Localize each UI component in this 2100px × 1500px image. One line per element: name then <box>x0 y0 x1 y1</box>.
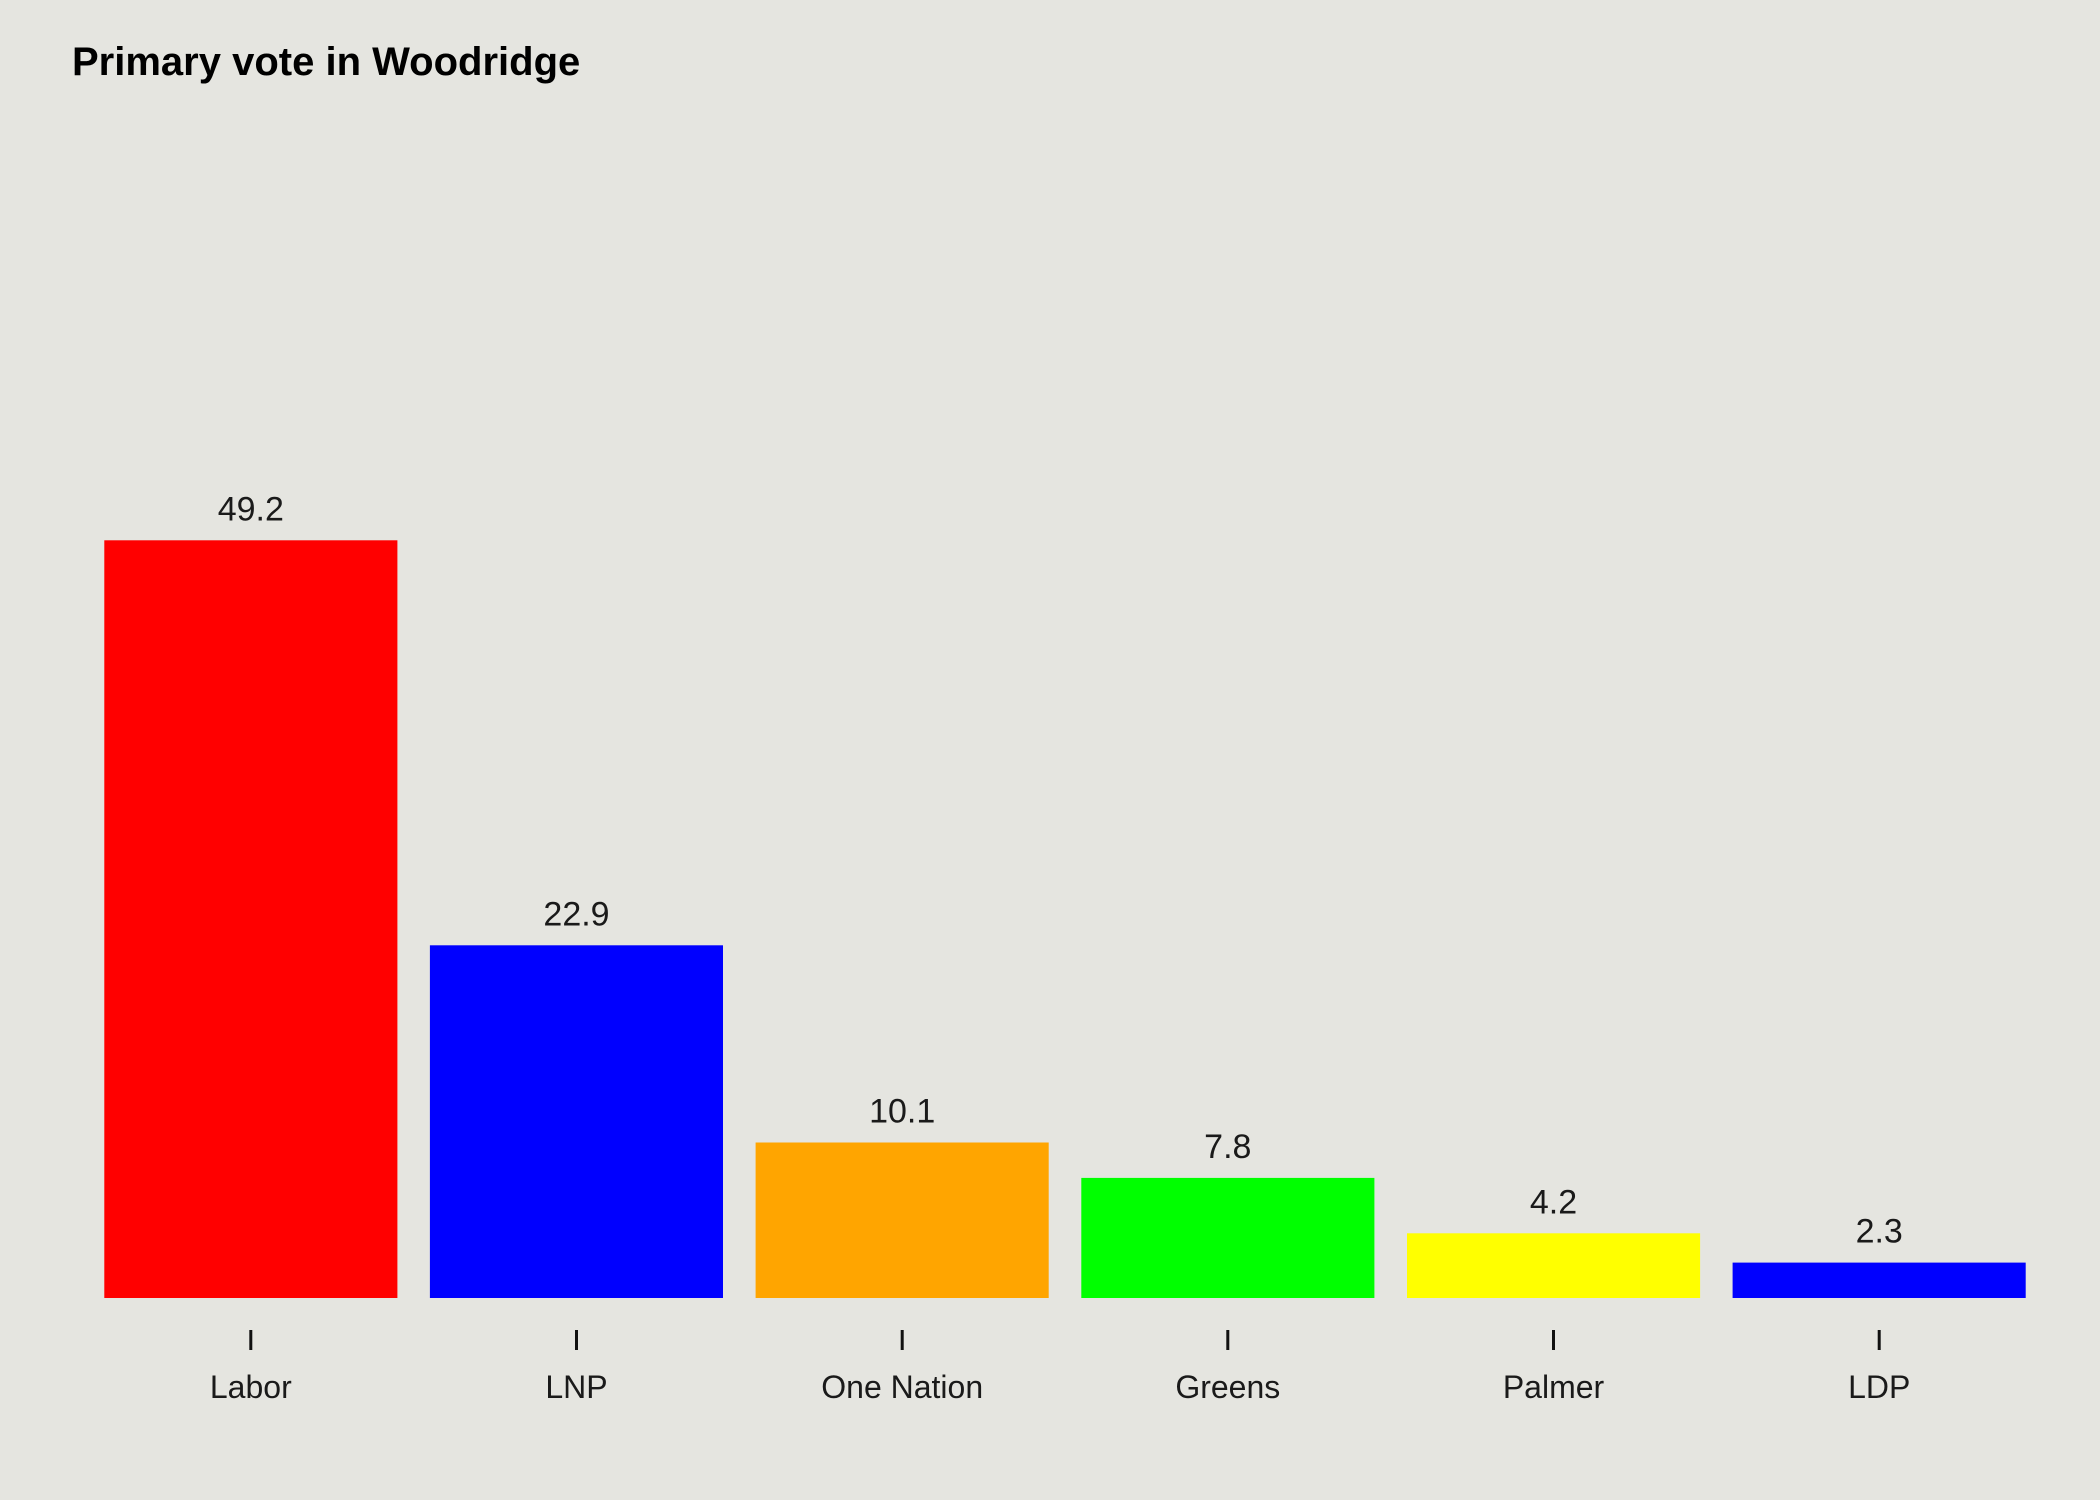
chart-title: Primary vote in Woodridge <box>72 40 581 84</box>
x-axis-tick-labels: Labor LNP One Nation Greens Palmer LDP <box>210 1369 1910 1405</box>
bar-palmer <box>1407 1233 1701 1298</box>
bar-one-nation <box>755 1142 1049 1298</box>
x-axis-ticks <box>249 1330 1881 1350</box>
bar-lnp <box>429 945 723 1298</box>
bar-labor <box>104 540 398 1298</box>
x-tick-label-ldp: LDP <box>1848 1369 1910 1405</box>
value-label-greens: 7.8 <box>1204 1128 1251 1166</box>
value-label-lnp: 22.9 <box>543 895 609 933</box>
x-tick-label-lnp: LNP <box>545 1369 607 1405</box>
x-tick-label-one-nation: One Nation <box>821 1369 983 1405</box>
bars-layer <box>104 540 2026 1298</box>
value-label-ldp: 2.3 <box>1856 1213 1903 1251</box>
x-tick-label-labor: Labor <box>210 1369 292 1405</box>
value-label-one-nation: 10.1 <box>869 1093 935 1131</box>
value-label-palmer: 4.2 <box>1530 1183 1577 1221</box>
value-label-labor: 49.2 <box>218 490 284 528</box>
x-tick-label-greens: Greens <box>1175 1369 1280 1405</box>
bar-greens <box>1081 1177 1375 1298</box>
bar-ldp <box>1732 1262 2026 1298</box>
value-labels-layer: 49.2 22.9 10.1 7.8 4.2 2.3 <box>218 490 1903 1250</box>
x-tick-label-palmer: Palmer <box>1503 1369 1605 1405</box>
